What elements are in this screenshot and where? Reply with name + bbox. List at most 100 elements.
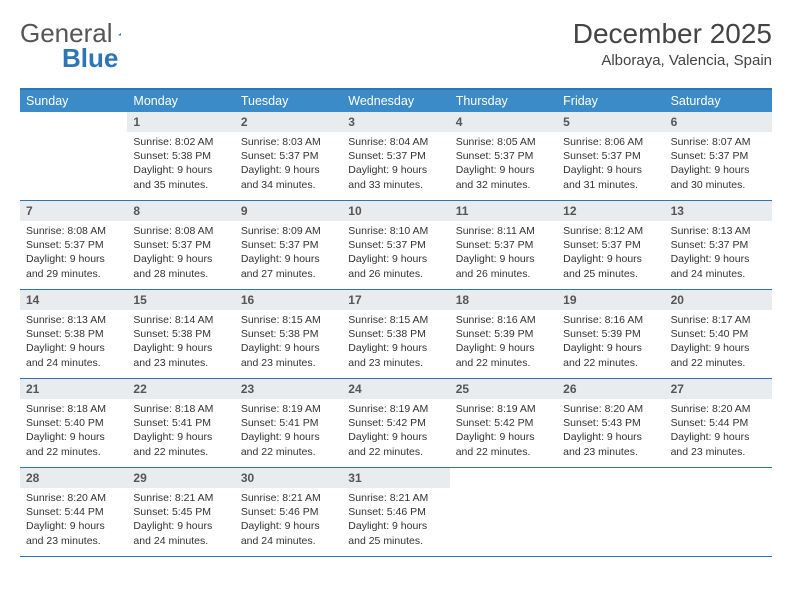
cell-content: Sunrise: 8:07 AMSunset: 5:37 PMDaylight:… xyxy=(665,132,772,198)
date-number: 6 xyxy=(665,112,772,132)
cell-line: Sunrise: 8:20 AM xyxy=(671,402,766,416)
cell-content: Sunrise: 8:15 AMSunset: 5:38 PMDaylight:… xyxy=(342,310,449,376)
cell-content: Sunrise: 8:03 AMSunset: 5:37 PMDaylight:… xyxy=(235,132,342,198)
calendar-cell: 31Sunrise: 8:21 AMSunset: 5:46 PMDayligh… xyxy=(342,468,449,556)
cell-line: Sunset: 5:38 PM xyxy=(133,327,228,341)
calendar-cell: 23Sunrise: 8:19 AMSunset: 5:41 PMDayligh… xyxy=(235,379,342,467)
calendar-cell: 28Sunrise: 8:20 AMSunset: 5:44 PMDayligh… xyxy=(20,468,127,556)
cell-line: Sunset: 5:37 PM xyxy=(456,238,551,252)
cell-line: Sunrise: 8:16 AM xyxy=(563,313,658,327)
cell-line: Sunrise: 8:05 AM xyxy=(456,135,551,149)
cell-line: Daylight: 9 hours and 26 minutes. xyxy=(456,252,551,280)
cell-line: Sunset: 5:38 PM xyxy=(26,327,121,341)
cell-line: Sunset: 5:39 PM xyxy=(563,327,658,341)
cell-content: Sunrise: 8:18 AMSunset: 5:41 PMDaylight:… xyxy=(127,399,234,465)
cell-content xyxy=(450,474,557,483)
cell-line: Sunset: 5:37 PM xyxy=(671,149,766,163)
cell-content: Sunrise: 8:14 AMSunset: 5:38 PMDaylight:… xyxy=(127,310,234,376)
date-number: 16 xyxy=(235,290,342,310)
cell-line: Sunset: 5:43 PM xyxy=(563,416,658,430)
date-number: 24 xyxy=(342,379,449,399)
calendar: Sunday Monday Tuesday Wednesday Thursday… xyxy=(20,88,772,557)
calendar-cell xyxy=(557,468,664,556)
cell-content: Sunrise: 8:21 AMSunset: 5:45 PMDaylight:… xyxy=(127,488,234,554)
cell-line: Sunrise: 8:21 AM xyxy=(133,491,228,505)
cell-line: Daylight: 9 hours and 22 minutes. xyxy=(563,341,658,369)
day-header-sun: Sunday xyxy=(20,90,127,112)
calendar-cell: 19Sunrise: 8:16 AMSunset: 5:39 PMDayligh… xyxy=(557,290,664,378)
cell-content: Sunrise: 8:17 AMSunset: 5:40 PMDaylight:… xyxy=(665,310,772,376)
date-number: 8 xyxy=(127,201,234,221)
calendar-cell: 13Sunrise: 8:13 AMSunset: 5:37 PMDayligh… xyxy=(665,201,772,289)
cell-line: Sunrise: 8:19 AM xyxy=(456,402,551,416)
cell-line: Sunrise: 8:13 AM xyxy=(26,313,121,327)
cell-content: Sunrise: 8:21 AMSunset: 5:46 PMDaylight:… xyxy=(235,488,342,554)
cell-line: Sunset: 5:37 PM xyxy=(241,238,336,252)
date-number: 20 xyxy=(665,290,772,310)
cell-line: Daylight: 9 hours and 22 minutes. xyxy=(241,430,336,458)
cell-line: Sunrise: 8:17 AM xyxy=(671,313,766,327)
cell-line: Daylight: 9 hours and 23 minutes. xyxy=(26,519,121,547)
date-number: 30 xyxy=(235,468,342,488)
calendar-cell: 24Sunrise: 8:19 AMSunset: 5:42 PMDayligh… xyxy=(342,379,449,467)
calendar-cell xyxy=(450,468,557,556)
cell-line: Sunrise: 8:04 AM xyxy=(348,135,443,149)
cell-line: Daylight: 9 hours and 25 minutes. xyxy=(563,252,658,280)
day-header-mon: Monday xyxy=(127,90,234,112)
cell-line: Sunrise: 8:19 AM xyxy=(241,402,336,416)
date-number: 21 xyxy=(20,379,127,399)
cell-line: Daylight: 9 hours and 27 minutes. xyxy=(241,252,336,280)
cell-line: Sunset: 5:41 PM xyxy=(241,416,336,430)
day-header-fri: Friday xyxy=(557,90,664,112)
cell-line: Daylight: 9 hours and 23 minutes. xyxy=(133,341,228,369)
week-row: 28Sunrise: 8:20 AMSunset: 5:44 PMDayligh… xyxy=(20,468,772,557)
cell-line: Sunrise: 8:14 AM xyxy=(133,313,228,327)
cell-content: Sunrise: 8:19 AMSunset: 5:42 PMDaylight:… xyxy=(450,399,557,465)
cell-line: Sunrise: 8:12 AM xyxy=(563,224,658,238)
weeks-container: 1Sunrise: 8:02 AMSunset: 5:38 PMDaylight… xyxy=(20,112,772,557)
cell-line: Sunrise: 8:15 AM xyxy=(348,313,443,327)
date-number: 5 xyxy=(557,112,664,132)
cell-content: Sunrise: 8:02 AMSunset: 5:38 PMDaylight:… xyxy=(127,132,234,198)
date-number: 9 xyxy=(235,201,342,221)
cell-line: Sunset: 5:37 PM xyxy=(26,238,121,252)
cell-line: Sunset: 5:37 PM xyxy=(241,149,336,163)
calendar-cell: 18Sunrise: 8:16 AMSunset: 5:39 PMDayligh… xyxy=(450,290,557,378)
cell-line: Daylight: 9 hours and 23 minutes. xyxy=(563,430,658,458)
cell-content: Sunrise: 8:06 AMSunset: 5:37 PMDaylight:… xyxy=(557,132,664,198)
cell-content: Sunrise: 8:21 AMSunset: 5:46 PMDaylight:… xyxy=(342,488,449,554)
cell-line: Sunrise: 8:19 AM xyxy=(348,402,443,416)
cell-content xyxy=(557,474,664,483)
cell-content: Sunrise: 8:10 AMSunset: 5:37 PMDaylight:… xyxy=(342,221,449,287)
cell-line: Sunset: 5:37 PM xyxy=(348,238,443,252)
date-number: 11 xyxy=(450,201,557,221)
cell-line: Sunrise: 8:21 AM xyxy=(348,491,443,505)
calendar-cell: 26Sunrise: 8:20 AMSunset: 5:43 PMDayligh… xyxy=(557,379,664,467)
date-number: 10 xyxy=(342,201,449,221)
cell-line: Sunset: 5:41 PM xyxy=(133,416,228,430)
calendar-cell: 10Sunrise: 8:10 AMSunset: 5:37 PMDayligh… xyxy=(342,201,449,289)
cell-content: Sunrise: 8:13 AMSunset: 5:37 PMDaylight:… xyxy=(665,221,772,287)
cell-line: Sunrise: 8:18 AM xyxy=(26,402,121,416)
cell-line: Sunrise: 8:21 AM xyxy=(241,491,336,505)
cell-line: Daylight: 9 hours and 23 minutes. xyxy=(671,430,766,458)
cell-content: Sunrise: 8:15 AMSunset: 5:38 PMDaylight:… xyxy=(235,310,342,376)
cell-line: Daylight: 9 hours and 24 minutes. xyxy=(241,519,336,547)
cell-line: Sunset: 5:38 PM xyxy=(348,327,443,341)
cell-line: Daylight: 9 hours and 22 minutes. xyxy=(26,430,121,458)
cell-line: Daylight: 9 hours and 28 minutes. xyxy=(133,252,228,280)
calendar-cell: 8Sunrise: 8:08 AMSunset: 5:37 PMDaylight… xyxy=(127,201,234,289)
day-header-wed: Wednesday xyxy=(342,90,449,112)
cell-content: Sunrise: 8:20 AMSunset: 5:43 PMDaylight:… xyxy=(557,399,664,465)
calendar-cell: 9Sunrise: 8:09 AMSunset: 5:37 PMDaylight… xyxy=(235,201,342,289)
cell-line: Sunrise: 8:07 AM xyxy=(671,135,766,149)
cell-line: Sunset: 5:38 PM xyxy=(241,327,336,341)
calendar-cell: 21 Sunrise: 8:18 AMSunset: 5:40 PMDayligh… xyxy=(20,379,127,467)
date-number: 7 xyxy=(20,201,127,221)
cell-line: Daylight: 9 hours and 24 minutes. xyxy=(133,519,228,547)
cell-line: Sunset: 5:40 PM xyxy=(26,416,121,430)
cell-line: Daylight: 9 hours and 32 minutes. xyxy=(456,163,551,191)
title-block: December 2025 Alboraya, Valencia, Spain xyxy=(573,18,772,69)
calendar-cell: 12Sunrise: 8:12 AMSunset: 5:37 PMDayligh… xyxy=(557,201,664,289)
calendar-cell: 4Sunrise: 8:05 AMSunset: 5:37 PMDaylight… xyxy=(450,112,557,200)
